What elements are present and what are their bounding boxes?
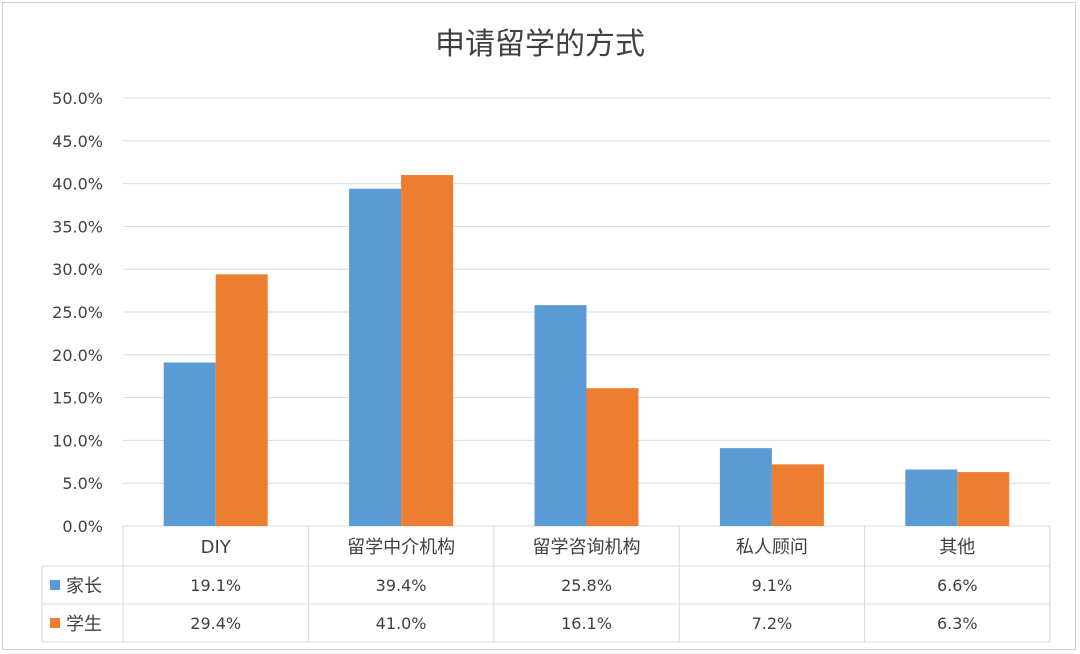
category-label: 留学咨询机构 — [533, 537, 641, 558]
y-tick-label: 45.0% — [52, 132, 103, 151]
data-table-cell: 39.4% — [376, 576, 427, 595]
y-tick-label: 0.0% — [62, 517, 103, 536]
y-tick-label: 30.0% — [52, 260, 103, 279]
y-tick-label: 50.0% — [52, 89, 103, 108]
y-tick-label: 15.0% — [52, 389, 103, 408]
legend-swatch — [50, 618, 60, 628]
data-table-cell: 16.1% — [561, 614, 612, 633]
data-table-cell: 6.3% — [937, 614, 978, 633]
data-table-cell: 41.0% — [376, 614, 427, 633]
y-tick-label: 25.0% — [52, 303, 103, 322]
data-table-cell: 9.1% — [752, 576, 793, 595]
bar-parent — [349, 188, 402, 526]
bar-parent — [719, 448, 772, 526]
bar-parent — [905, 469, 958, 526]
bar-student — [957, 472, 1010, 526]
y-tick-label: 35.0% — [52, 217, 103, 236]
bar-parent — [534, 305, 587, 526]
category-label: 其他 — [939, 537, 975, 558]
data-table-cell: 29.4% — [190, 614, 241, 633]
bars — [163, 175, 1010, 527]
data-table-cell: 7.2% — [752, 614, 793, 633]
data-table-cell: 6.6% — [937, 576, 978, 595]
bar-parent — [163, 362, 216, 526]
bar-student — [771, 464, 824, 526]
y-tick-label: 10.0% — [52, 431, 103, 450]
legend-swatch — [50, 580, 60, 590]
category-label: 私人顾问 — [736, 537, 808, 558]
y-tick-label: 40.0% — [52, 175, 103, 194]
legend-label: 家长 — [66, 576, 102, 597]
bar-student — [215, 274, 268, 526]
y-tick-label: 5.0% — [62, 474, 103, 493]
chart-title: 申请留学的方式 — [435, 27, 645, 62]
category-label: DIY — [201, 537, 232, 558]
bar-student — [401, 175, 454, 527]
bar-student — [586, 388, 639, 526]
legend-label: 学生 — [66, 614, 102, 635]
gridlines — [123, 97, 1050, 527]
y-tick-label: 20.0% — [52, 346, 103, 365]
category-label: 留学中介机构 — [347, 537, 455, 558]
data-table-cell: 25.8% — [561, 576, 612, 595]
data-table-cell: 19.1% — [190, 576, 241, 595]
y-axis-tick-labels: 0.0% 5.0% 10.0% 15.0% 20.0% 25.0% 30.0% 35.0% 40… — [52, 89, 103, 536]
